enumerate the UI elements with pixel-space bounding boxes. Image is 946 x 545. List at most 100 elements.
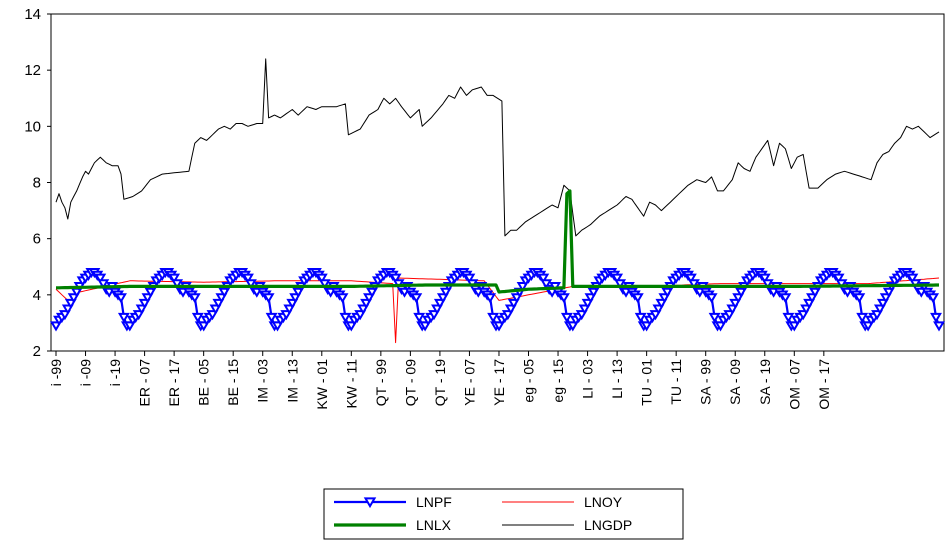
x-tick-label: LI - 03 [580,359,596,399]
legend-label-lngdp: LNGDP [584,517,632,533]
data-point-lnpf [779,293,792,304]
data-point-lnpf [117,312,130,324]
data-point-lnpf [188,293,201,304]
data-point-lnpf [631,293,644,304]
data-point-lnpf [537,273,550,284]
data-point-lnpf [614,279,627,290]
data-point-lnpf [463,273,476,284]
x-tick-label: BE - 05 [196,359,212,406]
data-point-lnpf [708,312,721,324]
data-point-lnpf [487,312,500,324]
data-point-lnpf [265,312,278,324]
y-tick-label: 14 [24,6,41,23]
data-point-lnpf [687,279,700,290]
x-tick-label: eg - 15 [550,359,566,403]
data-point-lnpf [853,293,866,304]
data-point-lnpf [634,312,647,324]
data-point-lnpf [392,279,405,290]
x-tick-label: LI - 13 [609,359,625,399]
legend-label-lnlx: LNLX [416,517,452,533]
data-point-lnpf [413,312,426,324]
x-tick-label: eg - 05 [521,359,537,403]
x-tick-label: BE - 15 [225,359,241,406]
data-point-lnpf [191,312,204,324]
data-point-lnpf [389,273,402,284]
data-point-lnpf [168,273,181,284]
x-tick-label: QT - 09 [402,359,418,406]
legend: LNPF LNOY LNLX LNGDP [323,488,684,540]
data-point-lnpf [856,312,869,324]
data-point-lnpf [933,321,945,332]
x-tick-label: YE - 07 [461,359,477,406]
data-point-lnpf [540,279,553,290]
data-point-lnpf [906,273,919,284]
series-line-lnlx [56,189,939,294]
series-line-lnoy [55,277,940,344]
series-layer [50,58,945,344]
data-point-lnpf [336,293,349,304]
y-tick-label: 6 [33,231,41,248]
data-point-lnpf [557,293,570,304]
legend-item-lnpf: LNPF [334,494,452,510]
x-tick-label: OM - 07 [786,359,802,410]
x-tick-label: IM - 03 [255,359,271,403]
legend-item-lngdp: LNGDP [502,517,632,533]
data-point-lnpf [97,279,110,290]
data-point-lnpf [244,279,257,290]
data-point-lnpf [832,273,845,284]
y-tick-label: 12 [24,62,41,79]
data-point-lnpf [318,279,331,290]
series-lnoy [55,277,940,344]
x-tick-label: SA - 09 [727,359,743,405]
data-point-lnpf [171,279,184,290]
x-tick-label: i -19 [107,359,123,386]
legend-label-lnpf: LNPF [416,494,452,510]
data-point-lnpf [758,273,771,284]
x-tick-label: QT - 99 [373,359,389,406]
data-point-lnpf [560,312,573,324]
y-tick-label: 4 [33,287,41,304]
legend-frame [323,488,684,540]
data-point-lnpf [930,312,942,324]
legend-item-lnlx: LNLX [334,517,452,533]
series-lnlx [56,189,939,294]
x-tick-label: ER - 07 [137,359,153,407]
data-point-lnpf [339,312,352,324]
data-point-lnpf [115,293,127,304]
x-tick-label: i -99 [48,359,64,386]
x-tick-label: ER - 17 [166,359,182,407]
data-point-lnpf [484,293,497,304]
data-point-lnpf [410,293,423,304]
data-point-lnpf [684,273,697,284]
x-tick-label: QT - 19 [432,359,448,406]
data-point-lnpf [761,279,774,290]
x-tick-label: KW - 11 [343,359,359,409]
legend-item-lnoy: LNOY [502,494,623,510]
data-point-lnpf [262,293,275,304]
legend-marker-lnpf [363,497,377,509]
x-tick-label: TU - 11 [668,359,684,405]
axis-layer: 2 4 6 8 10 12 14 i -99 i -09 i -19 ER - 07 ER - 17 B… [24,6,831,410]
x-tick-label: IM - 13 [284,359,300,403]
data-point-lnpf [782,312,795,324]
data-point-lnpf [835,279,848,290]
data-point-lnpf [242,273,254,284]
y-tick-label: 10 [24,118,41,135]
data-point-lnpf [927,293,940,304]
x-tick-label: OM - 17 [816,359,832,410]
x-tick-label: SA - 99 [698,359,714,405]
data-point-lnpf [611,273,624,284]
series-line-lngdp [55,58,940,237]
data-point-lnpf [315,273,328,284]
x-tick-label: KW - 01 [314,359,330,410]
y-tick-label: 8 [33,175,41,192]
x-tick-label: YE - 17 [491,359,507,406]
x-tick-label: TU - 01 [639,359,655,406]
data-point-lnpf [94,273,107,284]
series-lngdp [55,58,940,237]
y-tick-label: 2 [33,343,41,360]
legend-label-lnoy: LNOY [584,494,623,510]
x-tick-label: i -09 [78,359,94,386]
